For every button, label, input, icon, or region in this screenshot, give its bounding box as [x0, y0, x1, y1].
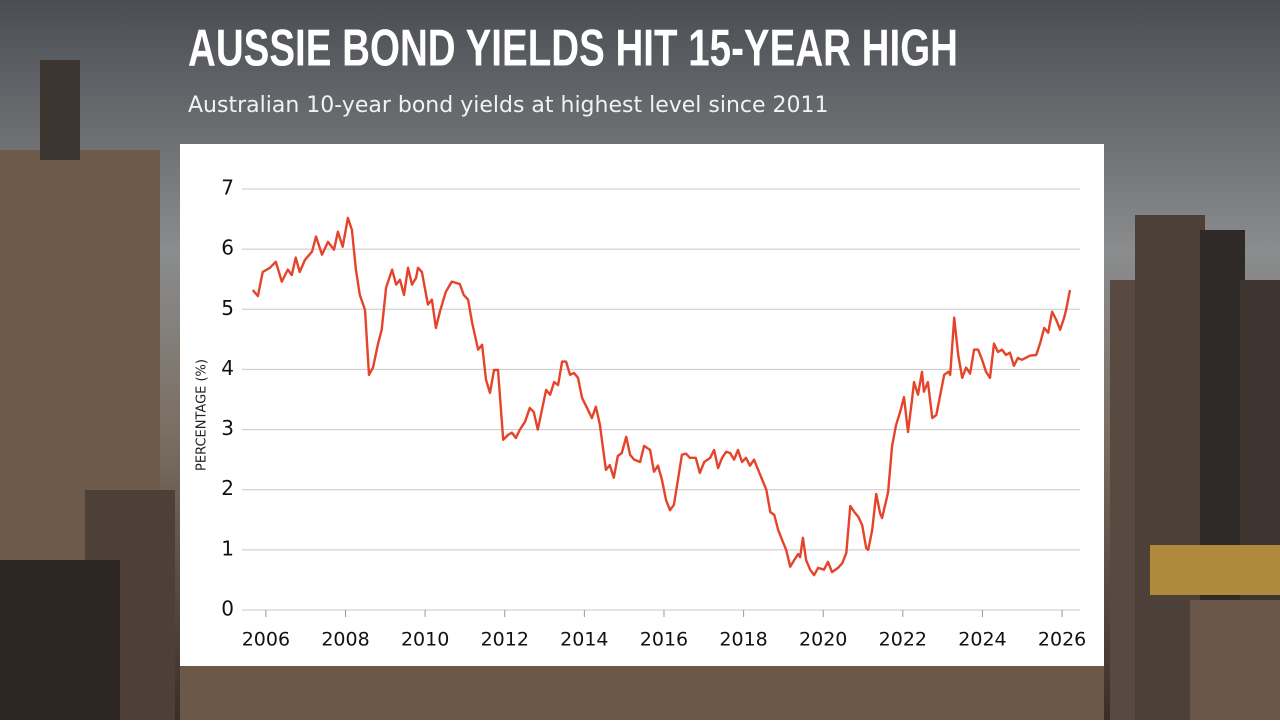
chart-panel	[180, 144, 1104, 666]
y-tick-label: 4	[221, 356, 234, 380]
y-tick-label: 2	[221, 476, 234, 500]
data-line	[251, 216, 1072, 577]
x-tick-label: 2020	[799, 629, 847, 651]
y-tick-label: 1	[221, 536, 234, 560]
x-tick-label: 2010	[401, 629, 449, 651]
x-tick-label: 2008	[321, 629, 369, 651]
x-tick-label: 2022	[879, 629, 927, 651]
city-skyline	[0, 60, 1280, 720]
y-axis-label: PERCENTAGE (%)	[195, 359, 210, 471]
x-tick-label: 2026	[1038, 629, 1086, 651]
y-tick-label: 0	[221, 597, 234, 621]
chart-title: AUSSIE BOND YIELDS HIT 15-YEAR HIGH	[188, 20, 958, 78]
x-tick-label: 2014	[560, 629, 608, 651]
x-tick-label: 2012	[481, 629, 529, 651]
x-tick-label: 2006	[242, 629, 290, 651]
x-tick-label: 2018	[719, 629, 767, 651]
y-tick-label: 7	[221, 176, 234, 200]
x-tick-label: 2024	[958, 629, 1006, 651]
y-tick-label: 5	[221, 296, 234, 320]
x-tick-label: 2016	[640, 629, 688, 651]
y-tick-label: 3	[221, 416, 234, 440]
y-tick-label: 6	[221, 236, 234, 260]
chart-subtitle: Australian 10-year bond yields at highes…	[188, 93, 829, 118]
